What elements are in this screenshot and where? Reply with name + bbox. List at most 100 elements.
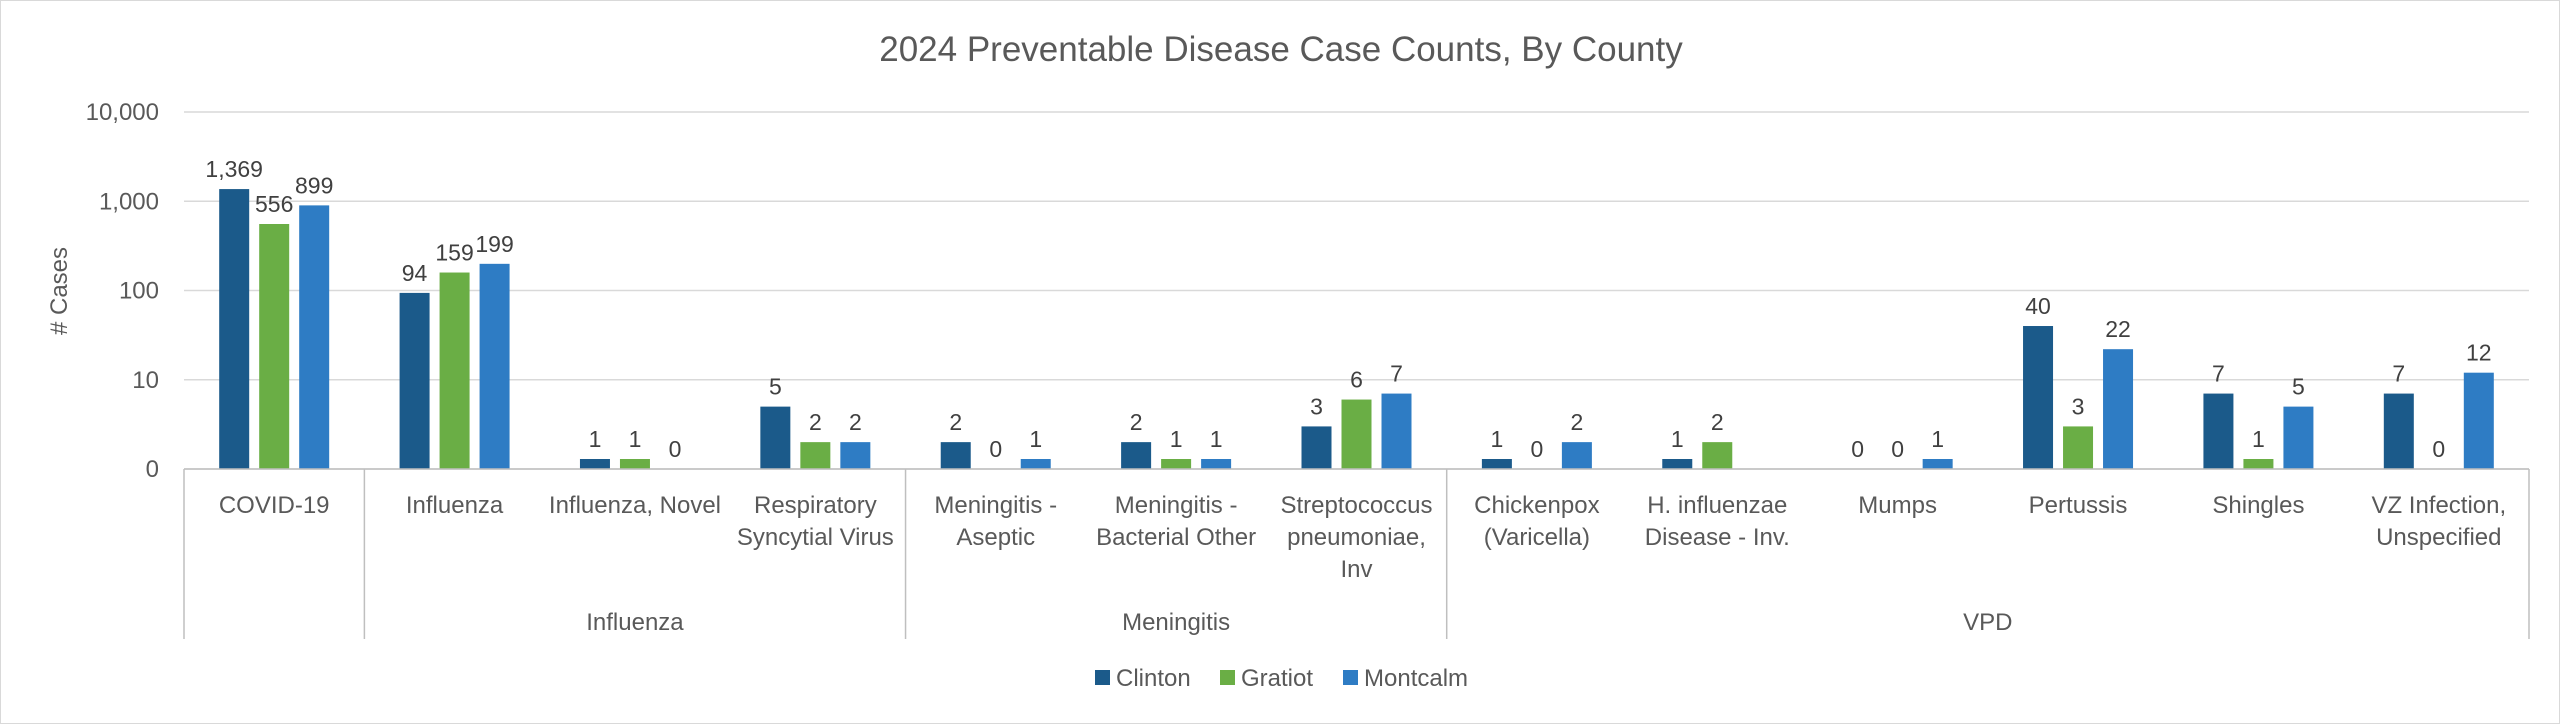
y-axis-label: # Cases (46, 247, 73, 335)
y-tick-label: 1,000 (99, 188, 159, 215)
bar-value-label: 556 (255, 191, 293, 217)
x-tick-label: VZ Infection, Unspecified (2371, 492, 2506, 551)
legend-swatch (1343, 670, 1358, 685)
group-label: VPD (1963, 609, 2012, 636)
bar-montcalm (1922, 459, 1953, 469)
bar-value-label: 3 (1310, 393, 1323, 419)
y-tick-label: 10 (132, 367, 159, 394)
legend[interactable]: Clinton Gratiot Montcalm (1095, 665, 1468, 692)
legend-item-clinton[interactable]: Clinton (1095, 665, 1191, 692)
bar-value-label: 0 (1851, 436, 1864, 462)
bar-value-label: 2 (809, 409, 822, 435)
bar-value-label: 1 (629, 426, 642, 452)
bar-value-label: 7 (1390, 361, 1403, 387)
y-tick-label: 0 (146, 456, 159, 483)
bar-gratiot (800, 442, 831, 469)
bar-value-label: 40 (2025, 293, 2051, 319)
legend-swatch (1220, 670, 1235, 685)
x-tick-label-line: Aseptic (956, 524, 1035, 551)
legend-item-gratiot[interactable]: Gratiot (1220, 665, 1313, 692)
bar-value-label: 1 (1671, 426, 1684, 452)
x-tick-label: Influenza, Novel (549, 492, 721, 519)
bar-gratiot (1702, 442, 1733, 469)
x-tick-label: Streptococcus pneumoniae, Inv (1280, 492, 1432, 583)
legend-swatch (1095, 670, 1110, 685)
x-tick-label: Meningitis - Bacterial Other (1096, 492, 1256, 551)
bar-clinton (1662, 459, 1693, 469)
bar-montcalm (2283, 406, 2314, 469)
bar-value-label: 1 (2252, 426, 2265, 452)
bar-montcalm (1201, 459, 1232, 469)
bar-value-label: 0 (2432, 436, 2445, 462)
y-tick-label: 10,000 (86, 99, 159, 126)
x-tick-label-line: Disease - Inv. (1645, 524, 1790, 551)
bar-value-label: 2 (949, 409, 962, 435)
x-tick-label-line: Meningitis - (1115, 492, 1238, 519)
x-tick-label-line: (Varicella) (1484, 524, 1590, 551)
x-tick-label-line: Syncytial Virus (737, 524, 894, 551)
x-axis: COVID-19 Influenza Influenza, Novel Respira… (183, 468, 2530, 639)
bar-clinton (219, 189, 250, 469)
bar-gratiot (1341, 399, 1372, 469)
bar-value-label: 0 (989, 436, 1002, 462)
bar-clinton (399, 292, 430, 469)
x-tick-label: H. influenzae Disease - Inv. (1645, 492, 1790, 551)
bar-value-label: 1 (1490, 426, 1503, 452)
legend-label: Gratiot (1241, 665, 1313, 692)
bar-value-label: 1,369 (205, 156, 263, 182)
legend-label: Montcalm (1364, 665, 1468, 692)
x-tick-label-line: Chickenpox (1474, 492, 1599, 519)
bar-value-label: 22 (2105, 316, 2131, 342)
bar-value-label: 1 (1170, 426, 1183, 452)
bar-value-label: 0 (669, 436, 682, 462)
legend-item-montcalm[interactable]: Montcalm (1343, 665, 1468, 692)
bar-value-label: 2 (1711, 409, 1724, 435)
bar-montcalm (1381, 393, 1412, 469)
x-tick-label: Respiratory Syncytial Virus (737, 492, 894, 551)
bar-value-label: 7 (2392, 361, 2405, 387)
bar-value-label: 2 (1130, 409, 1143, 435)
x-tick-label: Influenza (406, 492, 504, 519)
x-tick-label: Meningitis - Aseptic (934, 492, 1057, 551)
bar-value-label: 12 (2466, 340, 2492, 366)
group-label: Influenza (586, 609, 684, 636)
bar-montcalm (1020, 459, 1051, 469)
bar-value-label: 6 (1350, 367, 1363, 393)
bar-montcalm (840, 442, 871, 469)
bar-gratiot (2063, 426, 2094, 469)
x-tick-label-line: VZ Infection, (2371, 492, 2506, 519)
x-tick-label-line: Influenza, Novel (549, 492, 721, 519)
bar-clinton (2023, 326, 2054, 469)
bar-clinton (2203, 393, 2234, 469)
bar-value-label: 1 (589, 426, 602, 452)
bar-value-label: 2 (849, 409, 862, 435)
x-tick-label: Shingles (2212, 492, 2304, 519)
bar-value-label: 899 (295, 172, 333, 198)
bar-clinton (579, 459, 610, 469)
bar-montcalm (1561, 442, 1592, 469)
x-tick-label-line: Influenza (406, 492, 504, 519)
bar-montcalm (479, 263, 510, 469)
bar-value-label: 2 (1570, 409, 1583, 435)
x-tick-label-line: Bacterial Other (1096, 524, 1256, 551)
x-tick-label-line: Shingles (2212, 492, 2304, 519)
bar-gratiot (259, 224, 290, 469)
bar-clinton (940, 442, 971, 469)
legend-label: Clinton (1116, 665, 1191, 692)
bar-value-label: 5 (769, 374, 782, 400)
bar-value-label: 94 (402, 260, 428, 286)
bar-value-label: 3 (2072, 393, 2085, 419)
bar-value-label: 0 (1530, 436, 1543, 462)
x-tick-label-line: Inv (1340, 556, 1372, 583)
group-label: Meningitis (1122, 609, 1230, 636)
x-tick-label-line: Respiratory (754, 492, 877, 519)
bar-gratiot (1161, 459, 1192, 469)
bar-value-label: 159 (435, 240, 473, 266)
bar-montcalm (2103, 349, 2134, 469)
bars (219, 189, 2494, 469)
bar-gratiot (439, 272, 470, 469)
bar-value-label: 1 (1931, 426, 1944, 452)
